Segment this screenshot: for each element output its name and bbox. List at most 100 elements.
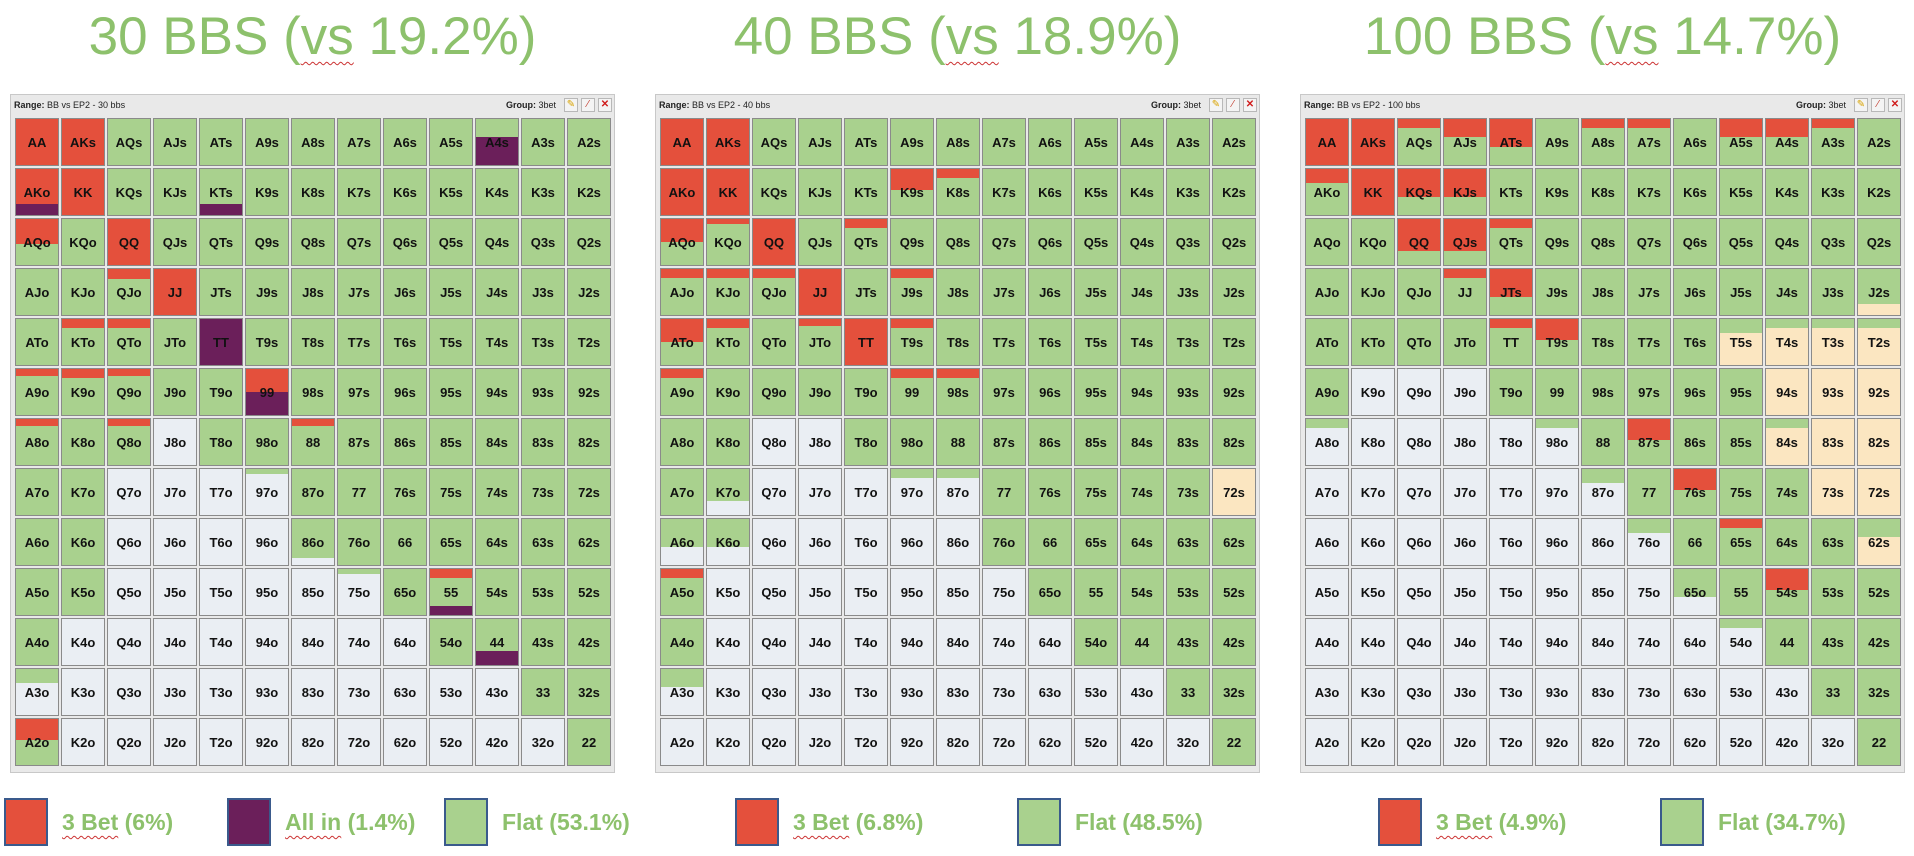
hand-cell-77[interactable]: 77: [337, 468, 381, 516]
hand-cell-J5o[interactable]: J5o: [153, 568, 197, 616]
hand-cell-33[interactable]: 33: [1811, 668, 1855, 716]
hand-cell-KQo[interactable]: KQo: [61, 218, 105, 266]
hand-cell-K6s[interactable]: K6s: [383, 168, 427, 216]
hand-cell-74o[interactable]: 74o: [337, 618, 381, 666]
hand-cell-J6s[interactable]: J6s: [1028, 268, 1072, 316]
hand-cell-T5o[interactable]: T5o: [1489, 568, 1533, 616]
hand-cell-53s[interactable]: 53s: [521, 568, 565, 616]
hand-cell-K8s[interactable]: K8s: [291, 168, 335, 216]
hand-cell-J8o[interactable]: J8o: [153, 418, 197, 466]
hand-cell-52s[interactable]: 52s: [567, 568, 611, 616]
hand-cell-K8o[interactable]: K8o: [1351, 418, 1395, 466]
hand-cell-A5o[interactable]: A5o: [1305, 568, 1349, 616]
hand-cell-93o[interactable]: 93o: [1535, 668, 1579, 716]
hand-cell-K2s[interactable]: K2s: [1212, 168, 1256, 216]
hand-cell-K6s[interactable]: K6s: [1028, 168, 1072, 216]
hand-cell-A2s[interactable]: A2s: [567, 118, 611, 166]
hand-cell-64o[interactable]: 64o: [383, 618, 427, 666]
hand-cell-65o[interactable]: 65o: [1673, 568, 1717, 616]
hand-cell-QTs[interactable]: QTs: [199, 218, 243, 266]
hand-cell-65o[interactable]: 65o: [1028, 568, 1072, 616]
hand-cell-J8o[interactable]: J8o: [798, 418, 842, 466]
hand-cell-76s[interactable]: 76s: [1028, 468, 1072, 516]
hand-cell-63s[interactable]: 63s: [1811, 518, 1855, 566]
hand-cell-Q5o[interactable]: Q5o: [752, 568, 796, 616]
hand-cell-KQo[interactable]: KQo: [706, 218, 750, 266]
hand-cell-J2o[interactable]: J2o: [153, 718, 197, 766]
hand-cell-T6s[interactable]: T6s: [1028, 318, 1072, 366]
hand-cell-J6s[interactable]: J6s: [1673, 268, 1717, 316]
hand-cell-32o[interactable]: 32o: [521, 718, 565, 766]
hand-cell-J5s[interactable]: J5s: [1074, 268, 1118, 316]
hand-cell-Q9s[interactable]: Q9s: [245, 218, 289, 266]
hand-cell-K9s[interactable]: K9s: [890, 168, 934, 216]
hand-cell-J9s[interactable]: J9s: [1535, 268, 1579, 316]
hand-cell-T2o[interactable]: T2o: [844, 718, 888, 766]
hand-cell-52s[interactable]: 52s: [1212, 568, 1256, 616]
hand-cell-93s[interactable]: 93s: [521, 368, 565, 416]
hand-cell-A3o[interactable]: A3o: [15, 668, 59, 716]
hand-cell-Q6s[interactable]: Q6s: [1028, 218, 1072, 266]
hand-cell-85s[interactable]: 85s: [1074, 418, 1118, 466]
hand-cell-76s[interactable]: 76s: [383, 468, 427, 516]
hand-cell-AA[interactable]: AA: [1305, 118, 1349, 166]
hand-cell-Q3s[interactable]: Q3s: [1811, 218, 1855, 266]
hand-cell-Q9o[interactable]: Q9o: [752, 368, 796, 416]
hand-cell-AQs[interactable]: AQs: [1397, 118, 1441, 166]
hand-cell-54s[interactable]: 54s: [1120, 568, 1164, 616]
hand-cell-96s[interactable]: 96s: [1673, 368, 1717, 416]
hand-cell-75s[interactable]: 75s: [1074, 468, 1118, 516]
hand-cell-J3s[interactable]: J3s: [521, 268, 565, 316]
hand-cell-72s[interactable]: 72s: [567, 468, 611, 516]
hand-cell-A8s[interactable]: A8s: [1581, 118, 1625, 166]
hand-cell-65s[interactable]: 65s: [429, 518, 473, 566]
hand-cell-J2s[interactable]: J2s: [567, 268, 611, 316]
hand-cell-43s[interactable]: 43s: [1811, 618, 1855, 666]
hand-cell-T6o[interactable]: T6o: [844, 518, 888, 566]
hand-cell-Q2o[interactable]: Q2o: [752, 718, 796, 766]
hand-cell-97s[interactable]: 97s: [1627, 368, 1671, 416]
hand-cell-J6s[interactable]: J6s: [383, 268, 427, 316]
hand-cell-44[interactable]: 44: [1765, 618, 1809, 666]
hand-cell-A5s[interactable]: A5s: [1719, 118, 1763, 166]
hand-cell-T3o[interactable]: T3o: [844, 668, 888, 716]
hand-cell-J2s[interactable]: J2s: [1212, 268, 1256, 316]
hand-cell-Q5s[interactable]: Q5s: [1074, 218, 1118, 266]
hand-cell-42o[interactable]: 42o: [1120, 718, 1164, 766]
wand-icon[interactable]: ⁄: [581, 98, 595, 112]
hand-cell-62o[interactable]: 62o: [1673, 718, 1717, 766]
hand-cell-33[interactable]: 33: [1166, 668, 1210, 716]
hand-cell-83o[interactable]: 83o: [936, 668, 980, 716]
hand-cell-93o[interactable]: 93o: [245, 668, 289, 716]
hand-cell-AJo[interactable]: AJo: [660, 268, 704, 316]
hand-cell-T7o[interactable]: T7o: [199, 468, 243, 516]
hand-cell-J2o[interactable]: J2o: [798, 718, 842, 766]
hand-cell-94s[interactable]: 94s: [1765, 368, 1809, 416]
hand-cell-A9s[interactable]: A9s: [1535, 118, 1579, 166]
hand-cell-T7s[interactable]: T7s: [337, 318, 381, 366]
hand-cell-85s[interactable]: 85s: [1719, 418, 1763, 466]
hand-cell-Q2o[interactable]: Q2o: [1397, 718, 1441, 766]
hand-cell-75o[interactable]: 75o: [337, 568, 381, 616]
hand-cell-82o[interactable]: 82o: [936, 718, 980, 766]
hand-cell-75s[interactable]: 75s: [429, 468, 473, 516]
hand-cell-Q7o[interactable]: Q7o: [1397, 468, 1441, 516]
hand-cell-83o[interactable]: 83o: [291, 668, 335, 716]
hand-cell-K6s[interactable]: K6s: [1673, 168, 1717, 216]
hand-cell-JTs[interactable]: JTs: [844, 268, 888, 316]
hand-cell-A9o[interactable]: A9o: [1305, 368, 1349, 416]
hand-cell-32o[interactable]: 32o: [1166, 718, 1210, 766]
hand-cell-53s[interactable]: 53s: [1166, 568, 1210, 616]
hand-cell-Q7s[interactable]: Q7s: [982, 218, 1026, 266]
hand-cell-T7s[interactable]: T7s: [982, 318, 1026, 366]
hand-cell-Q2o[interactable]: Q2o: [107, 718, 151, 766]
hand-cell-Q8o[interactable]: Q8o: [107, 418, 151, 466]
hand-cell-T4s[interactable]: T4s: [1120, 318, 1164, 366]
hand-cell-84s[interactable]: 84s: [1120, 418, 1164, 466]
hand-cell-TT[interactable]: TT: [1489, 318, 1533, 366]
hand-cell-Q7o[interactable]: Q7o: [107, 468, 151, 516]
hand-cell-QTo[interactable]: QTo: [107, 318, 151, 366]
close-icon[interactable]: ✕: [598, 98, 612, 112]
hand-cell-A3o[interactable]: A3o: [660, 668, 704, 716]
hand-cell-AA[interactable]: AA: [15, 118, 59, 166]
